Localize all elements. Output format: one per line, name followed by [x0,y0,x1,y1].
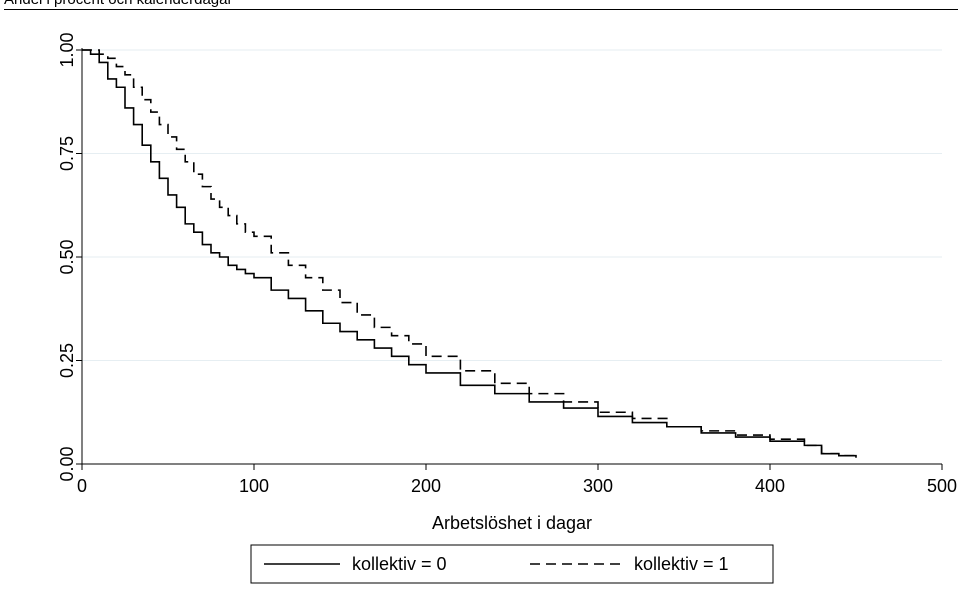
legend: kollektiv = 0 kollektiv = 1 [250,544,774,584]
axes [81,48,942,465]
legend-label-kollektiv-1: kollektiv = 1 [634,554,729,574]
y-tick-label-3: 0.75 [57,136,77,171]
x-tick-label-0: 0 [77,476,87,496]
x-tick-label-2: 200 [411,476,441,496]
legend-label-kollektiv-0: kollektiv = 0 [352,554,447,574]
x-tick-label-5: 500 [927,476,957,496]
series-line-kollektiv-0 [82,49,857,458]
tick-labels: 0 100 200 300 400 500 0.00 0.25 0.50 0.75 1.00 [57,32,957,496]
plot-region-background [10,28,950,606]
y-tick-label-2: 0.50 [57,239,77,274]
x-tick-label-4: 400 [755,476,785,496]
y-tick-label-4: 1.00 [57,32,77,67]
y-tick-label-1: 0.25 [57,343,77,378]
x-axis-title: Arbetslöshet i dagar [432,513,592,533]
x-tick-label-3: 300 [583,476,613,496]
y-tick-label-0: 0.00 [57,446,77,481]
x-tick-label-1: 100 [239,476,269,496]
figure-note: Andel i procent och kalenderdagar [4,0,958,10]
series-group [82,49,857,458]
